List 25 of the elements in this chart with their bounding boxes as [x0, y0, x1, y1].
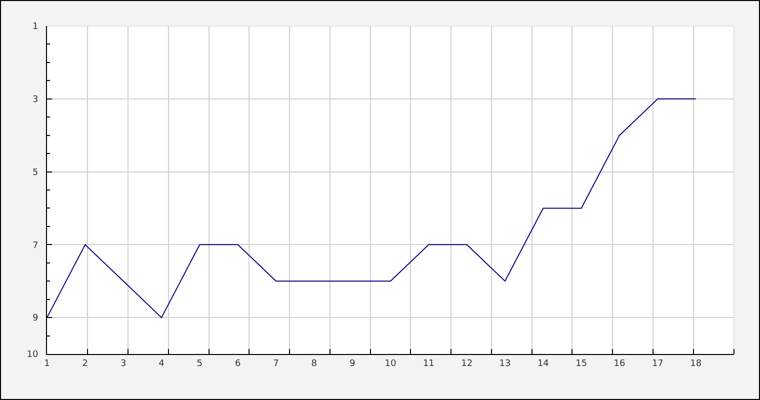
x-tick-label: 3: [120, 358, 126, 369]
x-tick-label: 2: [82, 358, 88, 369]
x-tick-label: 1: [44, 358, 50, 369]
x-tick-label: 5: [196, 358, 203, 369]
x-tick-label: 15: [576, 358, 588, 369]
x-tick-label: 7: [273, 358, 279, 369]
x-tick-label: 17: [652, 358, 664, 369]
x-tick-label: 18: [690, 358, 702, 369]
x-tick-label: 13: [499, 358, 511, 369]
x-tick-label: 11: [422, 358, 434, 369]
y-tick-label: 1: [32, 22, 38, 32]
y-tick-label: 5: [32, 168, 38, 178]
line-series: [47, 98, 696, 318]
y-tick-label: 7: [32, 240, 38, 251]
x-tick-label: 12: [461, 358, 473, 369]
x-tick-label: 10: [384, 358, 396, 369]
y-tick-label: 3: [32, 95, 38, 106]
x-tick-label: 16: [614, 358, 626, 369]
x-tick-label: 9: [349, 358, 356, 369]
x-tick-label: 8: [311, 358, 318, 369]
x-tick-label: 14: [537, 358, 550, 369]
y-tick-label: 9: [32, 314, 38, 324]
y-tick-label: 10: [26, 350, 38, 360]
x-tick-label: 6: [234, 358, 241, 369]
x-tick-label: 4: [158, 358, 165, 369]
